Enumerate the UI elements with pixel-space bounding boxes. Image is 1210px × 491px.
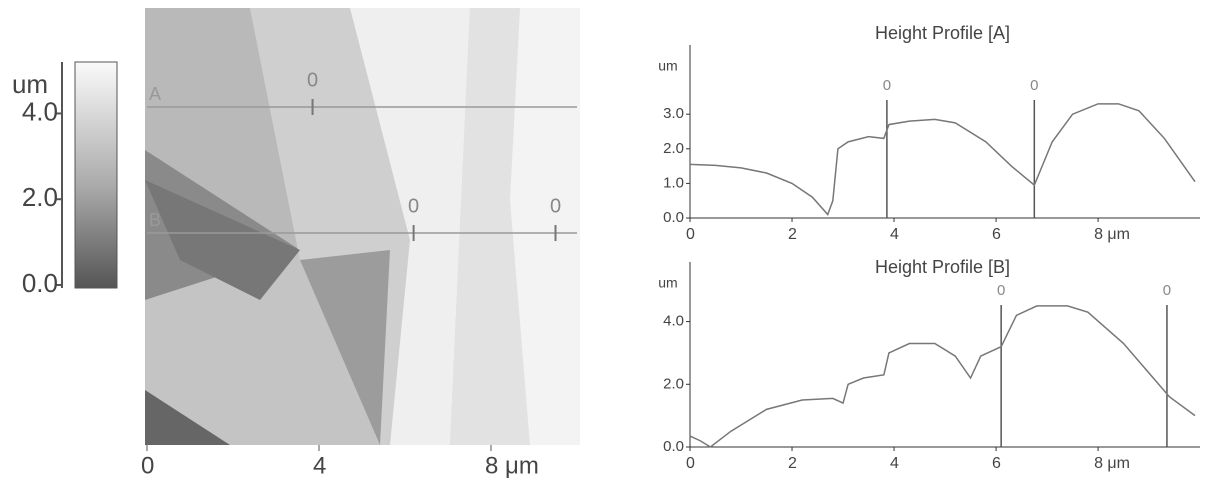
- chart-title: Height Profile [B]: [875, 257, 1010, 277]
- x-tick-label: 4: [890, 226, 899, 243]
- x-tick-label: 2: [788, 226, 797, 243]
- colorbar-label: um: [12, 69, 48, 99]
- x-tick-label: 2: [788, 455, 797, 472]
- cursor-label: 0: [408, 195, 419, 217]
- cursor-label: 0: [1030, 77, 1038, 94]
- x-tick-label: 4: [890, 455, 899, 472]
- colorbar-tick-label: 4.0: [22, 96, 58, 126]
- x-tick-label: 8 μm: [485, 452, 539, 479]
- y-tick-label: 0.0: [663, 209, 684, 226]
- scan-line-label: A: [149, 84, 161, 104]
- y-tick-label: 3.0: [663, 105, 684, 122]
- x-tick-label: 8 μm: [1094, 226, 1130, 243]
- y-tick-label: 2.0: [663, 140, 684, 157]
- x-tick-label: 8 μm: [1094, 455, 1130, 472]
- scan-line-label: B: [149, 210, 161, 230]
- cursor-label: 0: [883, 77, 891, 94]
- y-tick-label: 4.0: [663, 313, 684, 330]
- y-axis-label: um: [658, 58, 677, 74]
- y-tick-label: 0.0: [663, 438, 684, 455]
- cursor-label: 0: [550, 195, 561, 217]
- colorbar-tick-label: 0.0: [22, 268, 58, 298]
- x-tick-label: 6: [992, 455, 1001, 472]
- y-tick-label: 1.0: [663, 174, 684, 191]
- cursor-label: 0: [1163, 282, 1171, 299]
- cursor-label: 0: [307, 69, 318, 91]
- colorbar-tick-label: 2.0: [22, 182, 58, 212]
- x-tick-label: 0: [686, 226, 695, 243]
- chart-title: Height Profile [A]: [875, 23, 1010, 43]
- profile-line: [690, 104, 1195, 215]
- x-tick-label: 6: [992, 226, 1001, 243]
- x-tick-label: 0: [686, 455, 695, 472]
- colorbar: [75, 62, 117, 288]
- afm-image: [145, 8, 580, 445]
- profile-line: [690, 306, 1195, 447]
- y-axis-label: um: [658, 275, 677, 291]
- x-tick-label: 0: [141, 452, 154, 479]
- cursor-label: 0: [997, 282, 1005, 299]
- y-tick-label: 2.0: [663, 375, 684, 392]
- figure: um4.02.00.0048 μmA0B00Height Profile [A]…: [0, 0, 1210, 491]
- x-tick-label: 4: [313, 452, 326, 479]
